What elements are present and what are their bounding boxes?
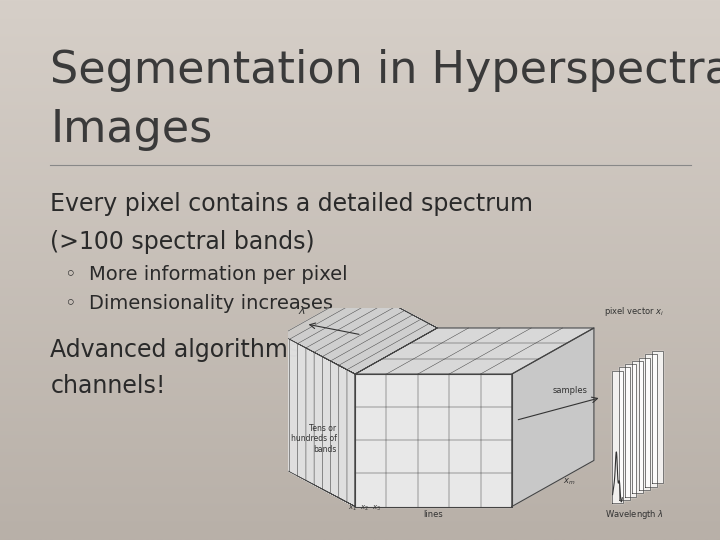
Polygon shape [347, 370, 355, 507]
Polygon shape [618, 367, 630, 500]
Text: ◦  Dimensionality increases: ◦ Dimensionality increases [65, 294, 333, 313]
Polygon shape [306, 348, 355, 507]
Polygon shape [297, 343, 355, 507]
Text: $x_m$: $x_m$ [563, 476, 575, 487]
Polygon shape [314, 306, 437, 374]
Polygon shape [645, 354, 657, 487]
Polygon shape [289, 293, 437, 374]
Polygon shape [652, 351, 663, 483]
Polygon shape [330, 315, 437, 374]
Text: samples: samples [553, 386, 588, 395]
Polygon shape [330, 361, 355, 507]
Text: ◦  More information per pixel: ◦ More information per pixel [65, 265, 348, 284]
Text: Segmentation in Hyperspectral: Segmentation in Hyperspectral [50, 49, 720, 92]
Polygon shape [289, 339, 355, 507]
Polygon shape [639, 357, 650, 490]
Polygon shape [314, 352, 355, 507]
Polygon shape [306, 302, 437, 374]
Polygon shape [355, 374, 512, 507]
Text: Tens or
hundreds of
bands: Tens or hundreds of bands [291, 424, 336, 454]
Text: channels!: channels! [50, 374, 166, 397]
Polygon shape [355, 328, 594, 374]
Text: (>100 spectral bands): (>100 spectral bands) [50, 230, 315, 253]
Polygon shape [512, 328, 594, 507]
Polygon shape [338, 366, 355, 507]
Text: Wavelength $\lambda$: Wavelength $\lambda$ [605, 508, 664, 521]
Text: $x_1$  $x_2$  $x_3$: $x_1$ $x_2$ $x_3$ [348, 503, 381, 512]
Polygon shape [612, 371, 623, 503]
Text: pixel vector $x_i$: pixel vector $x_i$ [604, 305, 665, 318]
Polygon shape [282, 289, 437, 374]
Text: $\lambda$: $\lambda$ [298, 303, 306, 315]
Polygon shape [323, 356, 355, 507]
Text: Images: Images [50, 108, 212, 151]
Polygon shape [297, 298, 437, 374]
Text: lines: lines [423, 510, 444, 518]
Polygon shape [323, 310, 437, 374]
Text: Advanced algorithms are required to link all: Advanced algorithms are required to link… [50, 338, 568, 361]
Text: Every pixel contains a detailed spectrum: Every pixel contains a detailed spectrum [50, 192, 534, 215]
Polygon shape [632, 361, 643, 494]
Polygon shape [338, 319, 437, 374]
Polygon shape [347, 323, 437, 374]
Polygon shape [282, 335, 355, 507]
Polygon shape [625, 364, 636, 497]
